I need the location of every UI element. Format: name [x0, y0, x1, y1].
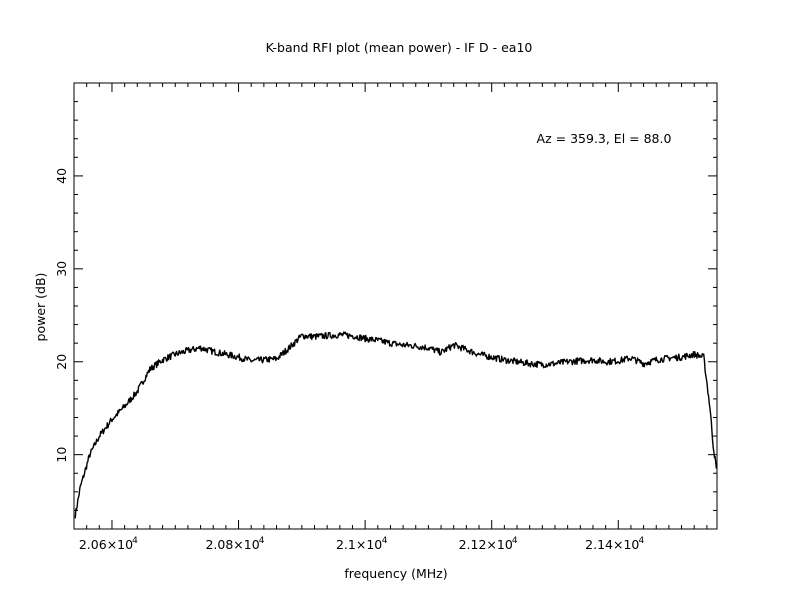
y-tick-label: 30: [54, 261, 69, 277]
axis-ticks: 2.06×10 4 2.08×10 4 2.1×10 4 2.12×10 4 2.14×10 41…: [54, 82, 717, 552]
x-tick-exponent: 4: [512, 536, 518, 546]
az-el-annotation: Az = 359.3, El = 88.0: [537, 131, 672, 146]
x-axis-label: frequency (MHz): [344, 566, 447, 581]
chart-title: K-band RFI plot (mean power) - IF D - ea…: [266, 40, 533, 55]
x-tick-label: 2.1×10: [336, 537, 382, 552]
x-tick-label: 2.12×10: [459, 537, 513, 552]
data-series: [74, 331, 718, 519]
x-tick-label: 2.08×10: [205, 537, 259, 552]
x-tick-label: 2.06×10: [79, 537, 133, 552]
x-tick-exponent: 4: [382, 536, 388, 546]
y-tick-label: 40: [54, 168, 69, 184]
x-tick-label: 2.14×10: [585, 537, 639, 552]
y-tick-label: 20: [54, 354, 69, 370]
x-tick-exponent: 4: [638, 536, 644, 546]
plot-frame: [73, 82, 718, 530]
x-tick-exponent: 4: [259, 536, 265, 546]
y-axis-label: power (dB): [33, 273, 48, 342]
y-tick-label: 10: [54, 447, 69, 463]
x-tick-exponent: 4: [132, 536, 138, 546]
power-line: [74, 331, 718, 519]
